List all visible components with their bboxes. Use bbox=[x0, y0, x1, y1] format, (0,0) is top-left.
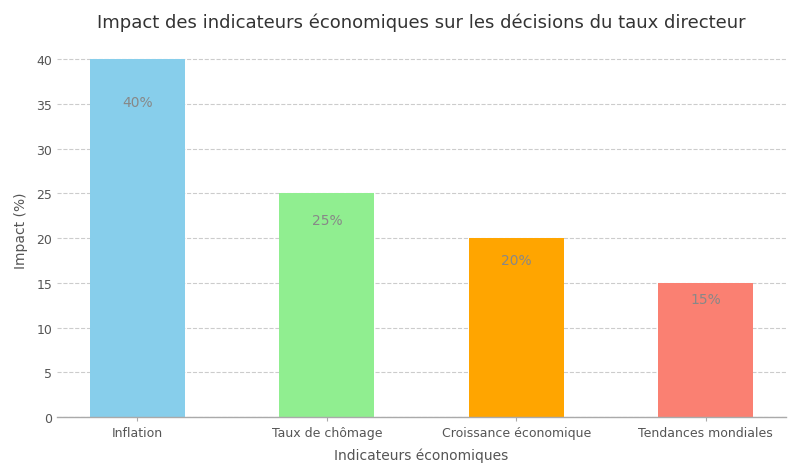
Bar bbox=[90, 60, 185, 417]
Text: 15%: 15% bbox=[690, 292, 721, 307]
Bar bbox=[469, 239, 563, 417]
Text: 20%: 20% bbox=[501, 253, 531, 267]
X-axis label: Indicateurs économiques: Indicateurs économiques bbox=[334, 447, 509, 462]
Bar bbox=[658, 283, 753, 417]
Bar bbox=[279, 194, 374, 417]
Text: 25%: 25% bbox=[311, 214, 342, 228]
Title: Impact des indicateurs économiques sur les décisions du taux directeur: Impact des indicateurs économiques sur l… bbox=[98, 14, 746, 32]
Text: 40%: 40% bbox=[122, 96, 153, 110]
Y-axis label: Impact (%): Impact (%) bbox=[14, 192, 28, 268]
